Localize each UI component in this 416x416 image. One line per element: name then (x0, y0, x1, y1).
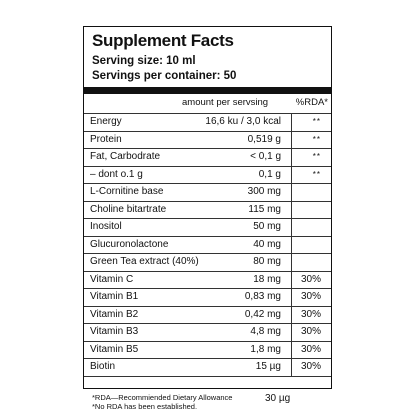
table-row: L-Cornitine base 300 mg (84, 183, 331, 201)
table-row: Choline bitartrate 115 mg (84, 200, 331, 219)
nutrient-name: Vitamin B1 (90, 291, 139, 302)
table-row: Green Tea extract (40%) 80 mg (84, 253, 331, 271)
table-row: Biotin 15 µg 30% (84, 358, 331, 376)
nutrient-amount: 16,6 ku / 3,0 kcal (205, 116, 281, 127)
table-row: Vitamin B3 4,8 mg 30% (84, 323, 331, 341)
nutrient-rda: 30% (300, 326, 321, 337)
column-header-amount: amount per servsing (182, 97, 269, 108)
nutrient-rda: ** (312, 152, 321, 161)
no-rda-footnote: *No RDA has been established. (92, 402, 198, 411)
supplement-facts-panel: Supplement Facts Serving size: 10 ml Ser… (83, 26, 332, 411)
nutrient-name: Choline bitartrate (90, 203, 167, 215)
nutrient-rda: 30% (300, 361, 321, 372)
table-row: Energy 16,6 ku / 3,0 kcal ** (84, 113, 331, 131)
table-row: Fat, Carbodrate < 0,1 g ** (84, 148, 331, 166)
nutrient-name: Vitamin B5 (90, 343, 139, 355)
nutrient-name: Vitamin B3 (90, 326, 139, 337)
nutrient-name: Vitamin B2 (90, 308, 139, 320)
table-row: Protein 0,519 g ** (84, 130, 331, 149)
serving-size: Serving size: 10 ml (92, 55, 196, 67)
column-header-rda: %RDA* (295, 97, 328, 108)
nutrient-amount: 0,519 g (247, 133, 281, 145)
nutrient-name: L-Cornitine base (90, 186, 164, 197)
table-row: Inositol 50 mg (84, 218, 331, 236)
table-row: Vitamin C 18 mg 30% (84, 270, 331, 289)
nutrient-rda: 30% (300, 273, 321, 285)
nutrient-rda: 30% (300, 343, 321, 355)
nutrient-name: Vitamin C (90, 273, 134, 285)
nutrient-amount: 1,8 mg (250, 343, 281, 355)
nutrient-amount: 0,83 mg (244, 291, 281, 302)
nutrient-amount: 0,1 g (258, 168, 281, 180)
table-row: Glucuronolactone 40 mg (84, 235, 331, 254)
servings-per-container: Servings per container: 50 (92, 70, 237, 82)
nutrient-amount: 0,42 mg (244, 308, 281, 320)
nutrient-name: Biotin (90, 361, 116, 372)
table-bottom-rule (84, 375, 331, 377)
nutrient-amount: 15 µg (255, 361, 281, 372)
nutrient-name: Glucuronolactone (90, 238, 169, 250)
nutrient-table: Energy 16,6 ku / 3,0 kcal ** Protein 0,519 g… (84, 113, 331, 377)
nutrient-name: Fat, Carbodrate (90, 151, 161, 162)
table-row: Vitamin B2 0,42 mg 30% (84, 305, 331, 324)
nutrient-rda: ** (312, 169, 321, 179)
thick-divider (84, 87, 331, 94)
nutrient-amount: 80 mg (253, 256, 281, 267)
nutrient-amount: 4,8 mg (250, 326, 281, 337)
rda-footnote: *RDA—Recommiended Dietary Allowance (92, 393, 233, 402)
nutrient-name: – dont o.1 g (90, 168, 143, 180)
nutrient-name: Green Tea extract (40%) (90, 256, 199, 267)
table-row: Vitamin B1 0,83 mg 30% (84, 288, 331, 306)
nutrient-name: Energy (90, 116, 122, 127)
column-divider-amount (291, 113, 292, 376)
nutrient-rda: 30% (300, 291, 321, 302)
table-row: Vitamin B5 1,8 mg 30% (84, 340, 331, 359)
panel-title: Supplement Facts (92, 31, 234, 50)
nutrient-amount: < 0,1 g (250, 151, 281, 162)
nutrient-amount: 18 mg (253, 273, 281, 285)
nutrient-amount: 300 mg (247, 186, 281, 197)
nutrient-amount: 115 mg (248, 203, 281, 215)
nutrient-rda: 30% (300, 308, 321, 320)
nutrient-rda: ** (312, 117, 321, 126)
table-row: – dont o.1 g 0,1 g ** (84, 165, 331, 184)
nutrient-name: Protein (90, 133, 122, 145)
nutrient-amount: 40 mg (253, 238, 281, 250)
nutrient-rda: ** (312, 134, 321, 144)
nutrient-name: Inositol (90, 221, 122, 232)
nutrient-amount: 50 mg (253, 221, 281, 232)
footer-amount: 30 µg (265, 393, 291, 404)
